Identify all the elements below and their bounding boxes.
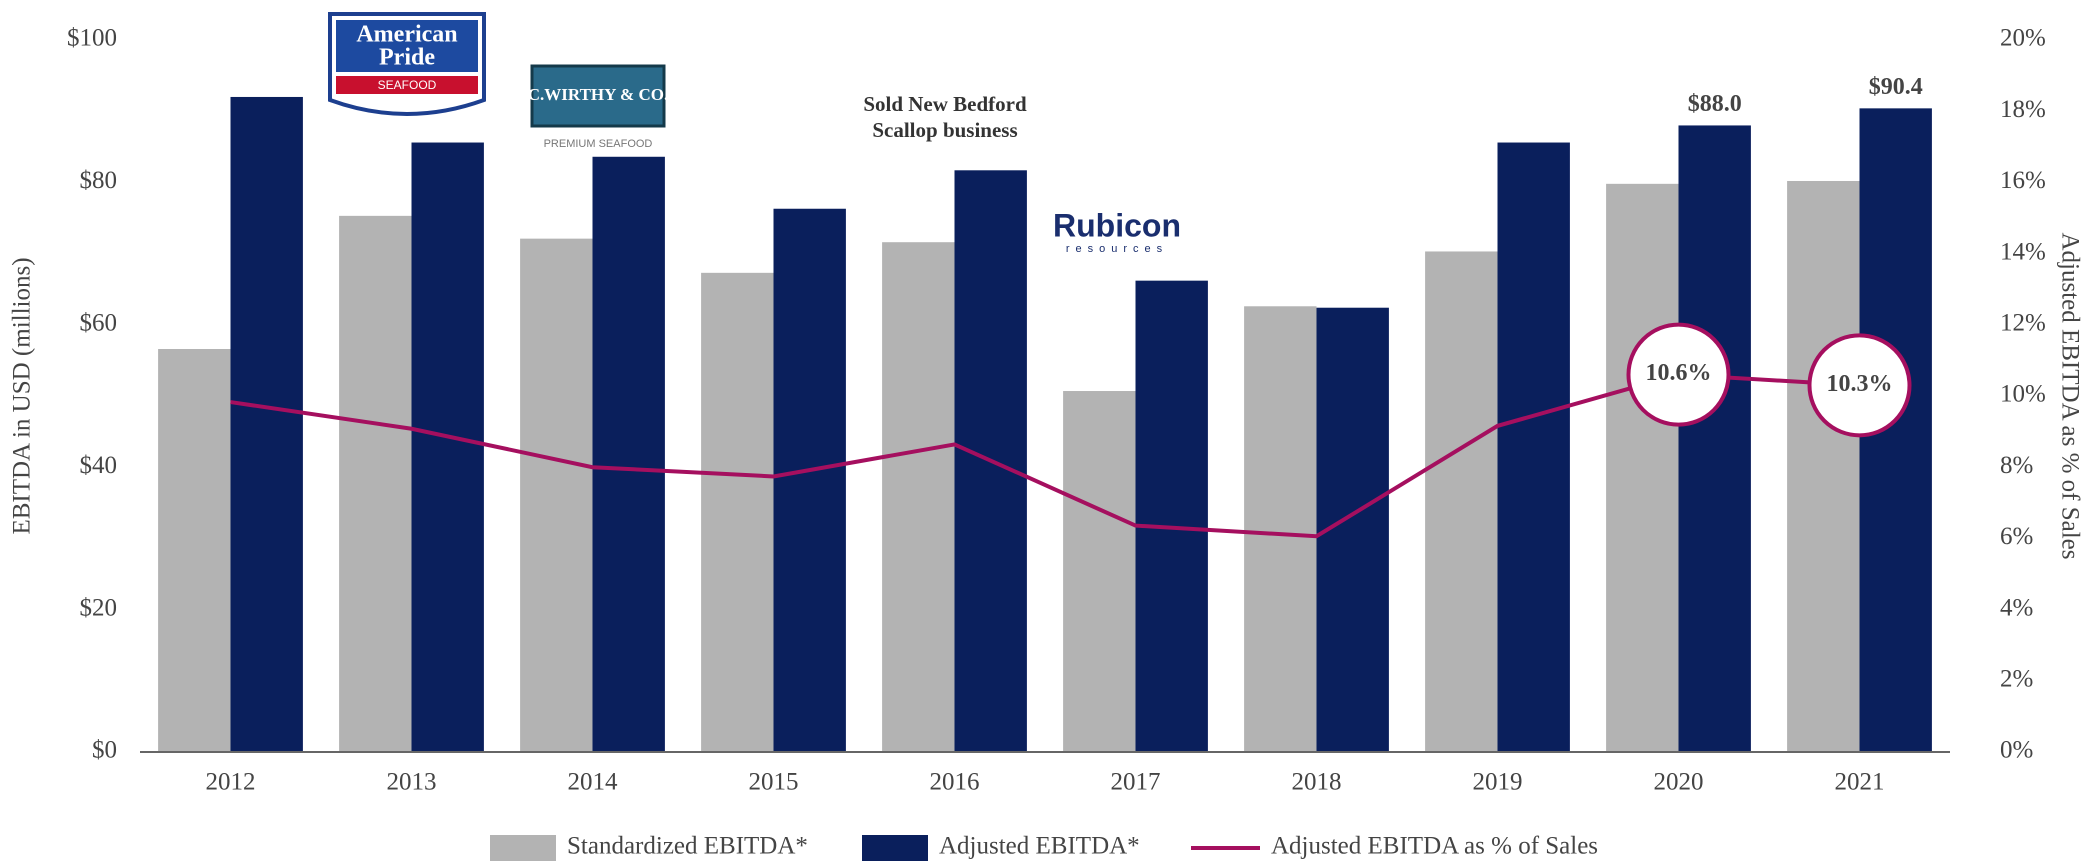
y-tick-label: $60	[80, 310, 118, 337]
bar	[1497, 142, 1570, 752]
logo-text: C.WIRTHY & CO.	[528, 85, 668, 104]
bar	[1063, 391, 1136, 752]
bar	[520, 238, 593, 752]
legend-label: Adjusted EBITDA as % of Sales	[1271, 833, 1598, 860]
logo-text: resources	[1066, 243, 1168, 255]
bar	[411, 142, 484, 752]
bar	[882, 242, 955, 752]
y-tick-label: $0	[92, 737, 117, 764]
bar	[339, 215, 412, 752]
bar	[1787, 180, 1860, 752]
logo-text: Rubicon	[1053, 207, 1181, 243]
bar	[701, 272, 774, 752]
logo-text: Pride	[379, 45, 435, 71]
label-bubble	[1807, 333, 1912, 438]
y2-tick-label: 0%	[2000, 737, 2033, 764]
y-tick-label: $100	[67, 25, 117, 52]
y2-tick-label: 20%	[2000, 25, 2046, 52]
legend-label: Standardized EBITDA*	[567, 833, 808, 860]
y-axis-label: EBITDA in USD (millions)	[9, 257, 36, 534]
bar	[230, 96, 303, 752]
bar	[1135, 280, 1208, 752]
y2-tick-label: 16%	[2000, 167, 2046, 194]
x-tick-label: 2013	[387, 769, 437, 796]
x-tick-label: 2015	[749, 769, 799, 796]
x-tick-label: 2012	[206, 769, 256, 796]
data-label: $90.4	[1869, 74, 1923, 100]
bar	[1678, 125, 1751, 752]
legend-swatch	[490, 835, 556, 861]
y2-tick-label: 18%	[2000, 96, 2046, 123]
logo: American Pride SEAFOOD	[328, 12, 486, 116]
bar	[1244, 306, 1317, 752]
bar	[773, 208, 846, 752]
y-tick-label: $80	[80, 167, 118, 194]
logo: C.WIRTHY & CO. PREMIUM SEAFOOD	[528, 64, 668, 150]
y2-tick-label: 4%	[2000, 594, 2033, 621]
x-tick-label: 2014	[568, 769, 619, 796]
annotation: Scallop business	[872, 118, 1017, 142]
y2-tick-label: 10%	[2000, 381, 2046, 408]
x-tick-label: 2021	[1835, 769, 1885, 796]
logo-text: American	[356, 22, 457, 48]
bar	[158, 349, 231, 752]
data-label: $88.0	[1688, 91, 1742, 117]
y2-tick-label: 8%	[2000, 452, 2033, 479]
x-tick-label: 2016	[930, 769, 980, 796]
legend-label: Adjusted EBITDA*	[939, 833, 1140, 860]
y-tick-label: $40	[80, 452, 118, 479]
logo-text: PREMIUM SEAFOOD	[544, 138, 653, 150]
y2-tick-label: 14%	[2000, 238, 2046, 265]
logo-text: SEAFOOD	[378, 78, 437, 92]
data-label: 10.3%	[1827, 371, 1893, 397]
label-bubble	[1626, 322, 1731, 427]
y2-tick-label: 12%	[2000, 310, 2046, 337]
x-tick-label: 2017	[1111, 769, 1161, 796]
data-label: 10.6%	[1646, 360, 1712, 386]
y-tick-label: $20	[80, 594, 118, 621]
bar	[592, 156, 665, 752]
x-tick-label: 2019	[1473, 769, 1523, 796]
logo: Rubicon resources	[1032, 196, 1242, 264]
bar	[1425, 251, 1498, 753]
x-tick-label: 2018	[1292, 769, 1342, 796]
bar	[1606, 183, 1679, 753]
y2-axis-label: Adjusted EBITDA as % of Sales	[2056, 232, 2083, 559]
annotation: Sold New Bedford	[863, 92, 1027, 116]
y2-tick-label: 2%	[2000, 666, 2033, 693]
x-tick-label: 2020	[1654, 769, 1704, 796]
y2-tick-label: 6%	[2000, 523, 2033, 550]
legend-swatch	[862, 835, 928, 861]
line	[230, 372, 1860, 539]
